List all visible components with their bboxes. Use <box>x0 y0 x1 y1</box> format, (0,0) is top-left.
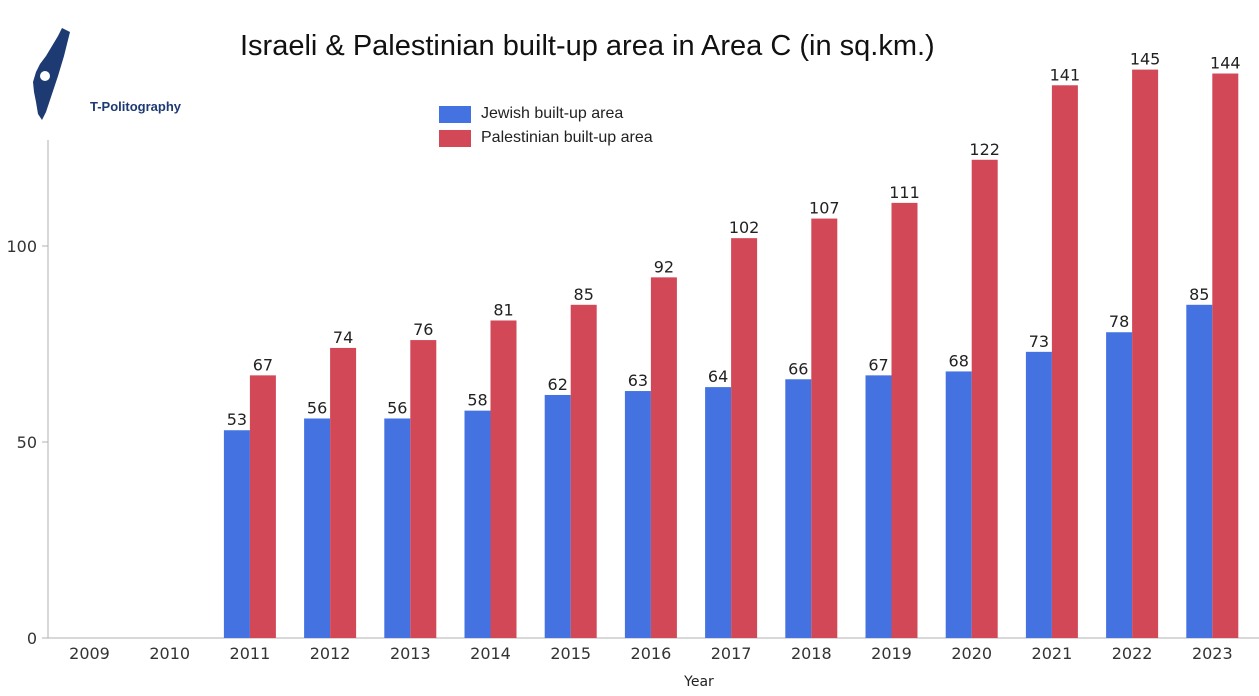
axes: 0 50 100 2009 2010 2011 2012 2013 2014 2015 2016 20… <box>6 140 1259 663</box>
data-label-palestinian: 145 <box>1130 50 1161 69</box>
bar-palestinian <box>570 304 597 638</box>
data-label-jewish: 53 <box>227 410 247 429</box>
data-label-palestinian: 67 <box>253 355 273 374</box>
data-label-jewish: 58 <box>467 391 487 410</box>
x-tick-label: 2017 <box>711 644 752 663</box>
legend-item-jewish: Jewish built-up area <box>439 102 653 126</box>
bar-jewish <box>223 430 250 638</box>
bar-palestinian <box>1132 69 1159 639</box>
data-label-palestinian: 81 <box>493 300 513 319</box>
bar-palestinian <box>490 320 517 638</box>
bar-palestinian <box>1051 85 1078 638</box>
bar-palestinian <box>971 159 998 638</box>
x-tick-label: 2019 <box>871 644 912 663</box>
data-label-jewish: 62 <box>548 375 568 394</box>
bar-jewish <box>705 387 732 638</box>
x-tick-label: 2015 <box>550 644 591 663</box>
data-label-jewish: 56 <box>307 398 327 417</box>
israel-map-icon <box>33 28 70 120</box>
x-tick-label: 2013 <box>390 644 431 663</box>
data-label-palestinian: 122 <box>969 140 1000 159</box>
x-tick-label: 2022 <box>1112 644 1153 663</box>
data-label-palestinian: 92 <box>654 257 674 276</box>
bar-jewish <box>1025 351 1052 638</box>
data-label-palestinian: 102 <box>729 218 760 237</box>
data-label-palestinian: 111 <box>889 183 920 202</box>
data-label-jewish: 67 <box>868 355 888 374</box>
bar-palestinian <box>650 277 677 638</box>
bar-jewish <box>624 391 651 638</box>
bar-jewish <box>384 418 411 638</box>
x-tick-label: 2014 <box>470 644 511 663</box>
data-label-palestinian: 85 <box>574 285 594 304</box>
bars <box>223 69 1239 639</box>
legend-label-palestinian: Palestinian built-up area <box>481 129 653 146</box>
bar-jewish <box>464 410 491 638</box>
bar-palestinian <box>891 202 918 638</box>
data-labels: 53 56 56 58 62 63 64 66 67 68 73 78 85 67 74 76 81 85 92 10… <box>227 50 1241 430</box>
bar-palestinian <box>410 340 437 638</box>
bar-jewish <box>304 418 331 638</box>
bar-jewish <box>945 371 972 638</box>
x-tick-label: 2023 <box>1192 644 1233 663</box>
legend-swatch-palestinian <box>439 129 471 147</box>
x-tick-label: 2021 <box>1032 644 1073 663</box>
bar-jewish <box>544 394 571 638</box>
data-label-jewish: 68 <box>949 351 969 370</box>
bar-palestinian <box>731 238 758 638</box>
data-label-jewish: 64 <box>708 367 728 386</box>
bar-palestinian <box>1212 73 1239 638</box>
data-label-palestinian: 76 <box>413 320 433 339</box>
y-tick-label: 100 <box>6 237 37 256</box>
y-tick-label: 0 <box>27 629 37 648</box>
legend: Jewish built-up area Palestinian built-u… <box>439 102 653 150</box>
x-tick-label: 2018 <box>791 644 832 663</box>
bar-jewish <box>1186 304 1213 638</box>
data-label-jewish: 56 <box>387 398 407 417</box>
data-label-jewish: 63 <box>628 371 648 390</box>
y-tick-label: 50 <box>17 433 37 452</box>
x-axis-title: Year <box>683 674 714 690</box>
legend-swatch-jewish <box>439 105 471 123</box>
logo: T-Politography <box>28 26 181 126</box>
x-tick-label: 2009 <box>69 644 110 663</box>
data-label-palestinian: 144 <box>1210 54 1241 73</box>
data-label-palestinian: 74 <box>333 328 353 347</box>
legend-label-jewish: Jewish built-up area <box>481 105 624 122</box>
legend-item-palestinian: Palestinian built-up area <box>439 126 653 150</box>
data-label-jewish: 73 <box>1029 332 1049 351</box>
x-tick-label: 2020 <box>951 644 992 663</box>
data-label-jewish: 66 <box>788 359 808 378</box>
data-label-palestinian: 107 <box>809 199 840 218</box>
x-tick-label: 2016 <box>631 644 672 663</box>
bar-jewish <box>1106 332 1133 638</box>
data-label-jewish: 85 <box>1189 285 1209 304</box>
bar-palestinian <box>249 375 276 638</box>
x-tick-label: 2011 <box>230 644 271 663</box>
bar-palestinian <box>330 347 357 638</box>
data-label-jewish: 78 <box>1109 312 1129 331</box>
logo-text: T-Politography <box>90 99 181 114</box>
bar-jewish <box>865 375 892 638</box>
x-tick-label: 2012 <box>310 644 351 663</box>
data-label-palestinian: 141 <box>1050 65 1081 84</box>
x-tick-label: 2010 <box>149 644 190 663</box>
bar-jewish <box>785 379 812 638</box>
bar-palestinian <box>811 218 838 638</box>
chart-title: Israeli & Palestinian built-up area in A… <box>240 30 935 62</box>
